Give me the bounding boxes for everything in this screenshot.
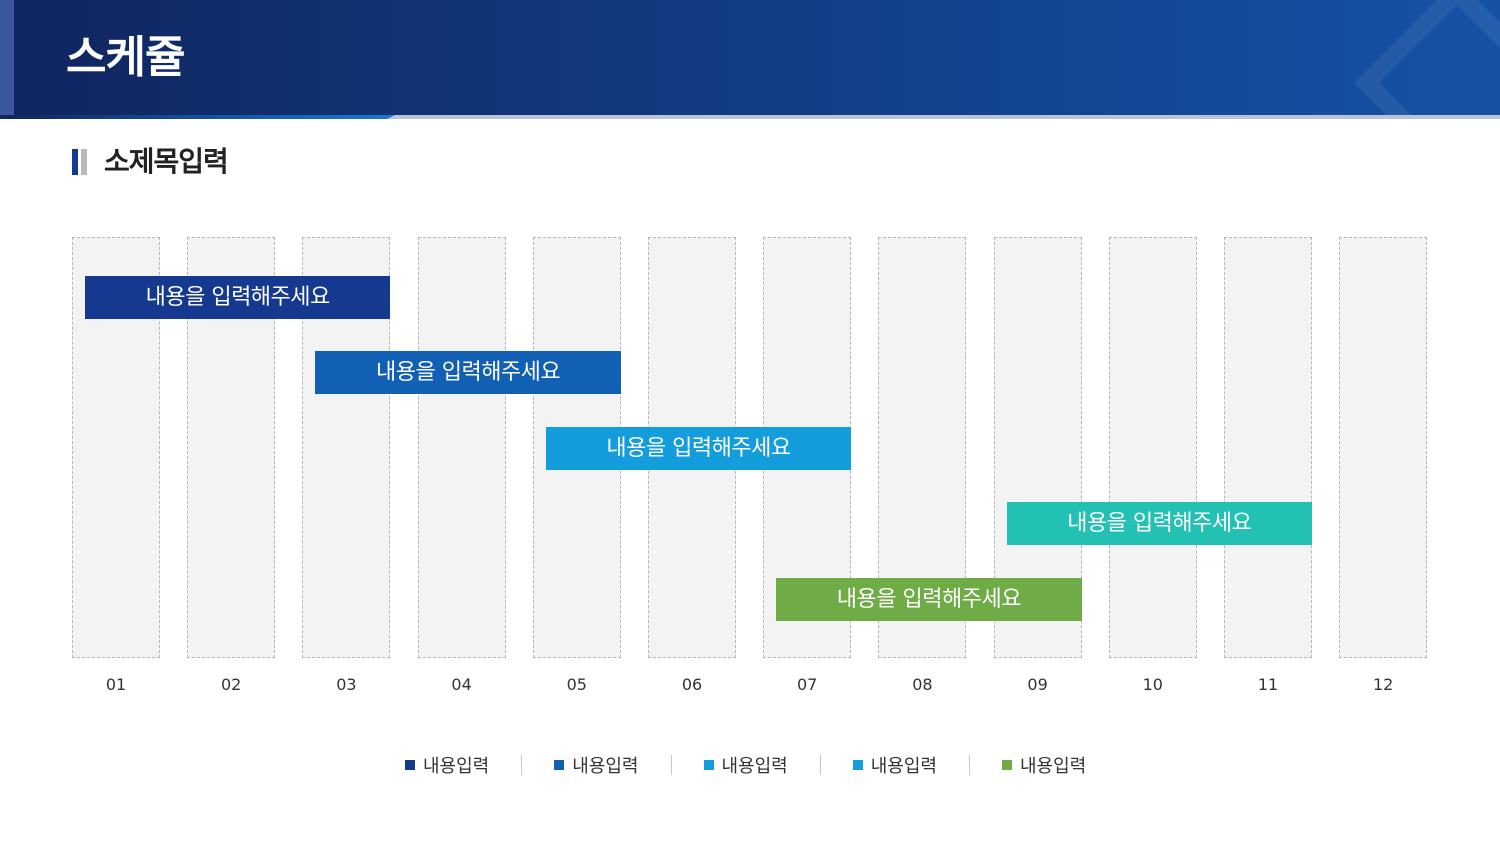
legend-item: 내용입력 <box>852 752 937 778</box>
page-title: 스케쥴 <box>66 32 185 83</box>
schedule-bar: 내용을 입력해주세요 <box>1006 502 1312 545</box>
month-column <box>417 237 506 658</box>
month-column <box>1339 237 1428 658</box>
month-label: 08 <box>912 675 933 694</box>
legend-label: 내용입력 <box>1020 756 1087 777</box>
legend-item: 내용입력 <box>1002 752 1086 778</box>
legend-swatch <box>1002 760 1012 770</box>
legend-separator <box>819 755 821 775</box>
month-label: 06 <box>681 675 703 694</box>
legend-separator <box>670 755 672 775</box>
legend-swatch <box>554 760 565 770</box>
header-edge-stripe <box>0 0 14 118</box>
section-subtitle: 소제목입력 <box>104 145 229 178</box>
month-label: 10 <box>1142 675 1163 694</box>
header-banner: 스케쥴 <box>0 0 1500 118</box>
legend-swatch <box>703 760 714 770</box>
legend-label: 내용입력 <box>423 756 490 777</box>
schedule-bar: 내용을 입력해주세요 <box>315 351 621 394</box>
legend-item: 내용입력 <box>554 752 639 778</box>
month-label: 04 <box>451 675 472 694</box>
legend-label: 내용입력 <box>572 756 639 777</box>
month-label: 02 <box>221 675 242 694</box>
legend-label: 내용입력 <box>721 756 788 777</box>
legend-label: 내용입력 <box>870 756 937 777</box>
legend-separator <box>969 755 970 775</box>
legend-separator <box>521 755 523 775</box>
month-label: 09 <box>1027 675 1048 694</box>
month-label: 01 <box>105 675 127 694</box>
legend-item: 내용입력 <box>703 752 788 778</box>
subtitle-marker-dark <box>72 149 78 175</box>
month-label: 03 <box>336 675 357 694</box>
subtitle-marker-light <box>81 149 87 175</box>
month-column <box>1108 237 1197 658</box>
month-column <box>1224 237 1312 658</box>
legend: 내용입력 내용입력 내용입력 내용입력 내용입력 <box>405 750 1086 780</box>
header-underline <box>0 115 1500 119</box>
month-label: 12 <box>1373 675 1394 694</box>
schedule-bar: 내용을 입력해주세요 <box>545 427 852 470</box>
header-underline-accent <box>0 115 395 119</box>
month-label: 07 <box>797 675 818 694</box>
month-label: 05 <box>566 675 587 694</box>
legend-item: 내용입력 <box>405 752 489 778</box>
header-decoration <box>1353 0 1500 118</box>
schedule-bar: 내용을 입력해주세요 <box>776 578 1082 621</box>
month-label: 11 <box>1257 675 1279 694</box>
legend-swatch <box>405 760 415 770</box>
legend-swatch <box>852 760 863 770</box>
schedule-bar: 내용을 입력해주세요 <box>85 276 391 319</box>
